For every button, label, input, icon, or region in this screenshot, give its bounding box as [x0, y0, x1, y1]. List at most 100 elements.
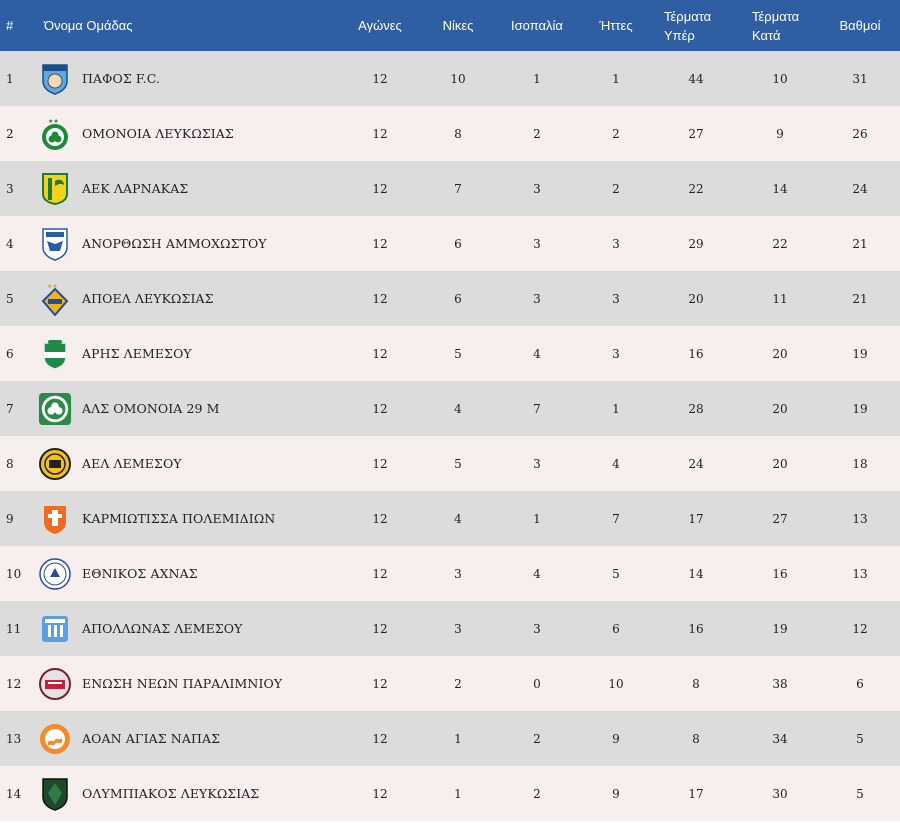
goals-for-cell: 20 — [688, 291, 704, 306]
goals-for-cell: 29 — [688, 236, 704, 251]
aris-crest-icon — [38, 337, 72, 371]
table-row[interactable]: 7 ΑΛΣ ΟΜΟΝΟΙΑ 29 Μ 12 4 7 1 28 20 19 — [0, 381, 900, 436]
team-cell[interactable]: ΕΘΝΙΚΟΣ ΑΧΝΑΣ — [38, 546, 338, 601]
team-cell[interactable]: ΑΕΛ ΛΕΜΕΣΟΥ — [38, 436, 338, 491]
points-cell: 13 — [852, 511, 868, 526]
team-cell[interactable]: ΑΡΗΣ ΛΕΜΕΣΟΥ — [38, 326, 338, 381]
table-row[interactable]: 2 ★★ ΟΜΟΝΟΙΑ ΛΕΥΚΩΣΙΑΣ 12 8 2 2 27 9 26 — [0, 106, 900, 161]
draws-cell: 2 — [533, 786, 541, 801]
points-cell: 18 — [852, 456, 868, 471]
team-name[interactable]: ΟΛΥΜΠΙΑΚΟΣ ΛΕΥΚΩΣΙΑΣ — [82, 786, 260, 801]
points-cell: 21 — [852, 236, 868, 251]
col-header-wins[interactable]: Νίκες — [422, 0, 494, 51]
svg-text:★★: ★★ — [48, 118, 59, 125]
team-cell[interactable]: ΑΕΚ ΛΑΡΝΑΚΑΣ — [38, 161, 338, 216]
goals-for-cell: 14 — [688, 566, 704, 581]
team-name[interactable]: ΕΝΩΣΗ ΝΕΩΝ ΠΑΡΑΛΙΜΝΙΟΥ — [82, 676, 283, 691]
table-row[interactable]: 12 ΕΝΩΣΗ ΝΕΩΝ ΠΑΡΑΛΙΜΝΙΟΥ 12 2 0 10 8 38 6 — [0, 656, 900, 711]
losses-cell: 9 — [612, 786, 620, 801]
points-cell: 26 — [852, 126, 868, 141]
position-cell: 7 — [6, 401, 14, 416]
aek-crest-icon — [38, 172, 72, 206]
played-cell: 12 — [372, 511, 388, 526]
goals-against-cell: 20 — [772, 401, 788, 416]
table-row[interactable]: 9 ΚΑΡΜΙΩΤΙΣΣΑ ΠΟΛΕΜΙΔΙΩΝ 12 4 1 7 17 27 13 — [0, 491, 900, 546]
goals-for-cell: 16 — [688, 346, 704, 361]
draws-cell: 3 — [533, 621, 541, 636]
enp-crest-icon — [38, 667, 72, 701]
goals-against-cell: 30 — [772, 786, 788, 801]
table-row[interactable]: 3 ΑΕΚ ΛΑΡΝΑΚΑΣ 12 7 3 2 22 14 24 — [0, 161, 900, 216]
team-cell[interactable]: ★★ ΑΠΟΕΛ ΛΕΥΚΩΣΙΑΣ — [38, 271, 338, 326]
col-header-team[interactable]: Όνομα Ομάδας — [38, 0, 338, 51]
col-header-points[interactable]: Βαθμοί — [820, 0, 900, 51]
goals-for-cell: 22 — [688, 181, 704, 196]
draws-cell: 2 — [533, 731, 541, 746]
table-row[interactable]: 14 ΟΛΥΜΠΙΑΚΟΣ ΛΕΥΚΩΣΙΑΣ 12 1 2 9 17 30 5 — [0, 766, 900, 821]
goals-for-cell: 17 — [688, 511, 704, 526]
team-cell[interactable]: ΑΝΟΡΘΩΣΗ ΑΜΜΟΧΩΣΤΟΥ — [38, 216, 338, 271]
team-cell[interactable]: ΠΑΦΟΣ F.C. — [38, 51, 338, 106]
col-header-played[interactable]: Αγώνες — [338, 0, 422, 51]
team-name[interactable]: ΑΠΟΛΛΩΝΑΣ ΛΕΜΕΣΟΥ — [82, 621, 243, 636]
goals-against-cell: 20 — [772, 456, 788, 471]
wins-cell: 7 — [454, 181, 462, 196]
team-name[interactable]: ΑΟΑΝ ΑΓΙΑΣ ΝΑΠΑΣ — [82, 731, 221, 746]
pafos-crest-icon — [38, 62, 72, 96]
goals-for-cell: 44 — [688, 71, 704, 86]
position-cell: 8 — [6, 456, 14, 471]
played-cell: 12 — [372, 291, 388, 306]
table-row[interactable]: 13 ΑΟΑΝ ΑΓΙΑΣ ΝΑΠΑΣ 12 1 2 9 8 34 5 — [0, 711, 900, 766]
points-cell: 13 — [852, 566, 868, 581]
team-name[interactable]: ΑΕΚ ΛΑΡΝΑΚΑΣ — [82, 181, 189, 196]
team-name[interactable]: ΟΜΟΝΟΙΑ ΛΕΥΚΩΣΙΑΣ — [82, 126, 234, 141]
losses-cell: 2 — [612, 181, 620, 196]
header-row: # Όνομα Ομάδας Αγώνες Νίκες Ισοπαλία Ήττ… — [0, 0, 900, 51]
table-row[interactable]: 11 ΑΠΟΛΛΩΝΑΣ ΛΕΜΕΣΟΥ 12 3 3 6 16 19 12 — [0, 601, 900, 656]
table-row[interactable]: 8 ΑΕΛ ΛΕΜΕΣΟΥ 12 5 3 4 24 20 18 — [0, 436, 900, 491]
team-name[interactable]: ΑΛΣ ΟΜΟΝΟΙΑ 29 Μ — [82, 401, 220, 416]
team-name[interactable]: ΕΘΝΙΚΟΣ ΑΧΝΑΣ — [82, 566, 198, 581]
goals-against-cell: 11 — [772, 291, 788, 306]
team-cell[interactable]: ★★ ΟΜΟΝΟΙΑ ΛΕΥΚΩΣΙΑΣ — [38, 106, 338, 161]
col-header-goals-against[interactable]: Τέρματα Κατά — [740, 0, 820, 51]
losses-cell: 6 — [612, 621, 620, 636]
team-cell[interactable]: ΑΟΑΝ ΑΓΙΑΣ ΝΑΠΑΣ — [38, 711, 338, 766]
col-header-goals-for[interactable]: Τέρματα Υπέρ — [652, 0, 740, 51]
draws-cell: 0 — [533, 676, 541, 691]
draws-cell: 4 — [533, 566, 541, 581]
team-name[interactable]: ΑΝΟΡΘΩΣΗ ΑΜΜΟΧΩΣΤΟΥ — [82, 236, 267, 251]
draws-cell: 3 — [533, 291, 541, 306]
table-row[interactable]: 1 ΠΑΦΟΣ F.C. 12 10 1 1 44 10 31 — [0, 51, 900, 106]
col-header-draws[interactable]: Ισοπαλία — [494, 0, 580, 51]
team-name[interactable]: ΠΑΦΟΣ F.C. — [82, 71, 161, 86]
goals-for-line2: Υπέρ — [664, 27, 695, 43]
goals-against-cell: 27 — [772, 511, 788, 526]
anorthosis-crest-icon — [38, 227, 72, 261]
goals-against-cell: 38 — [772, 676, 788, 691]
team-name[interactable]: ΚΑΡΜΙΩΤΙΣΣΑ ΠΟΛΕΜΙΔΙΩΝ — [82, 511, 276, 526]
team-cell[interactable]: ΕΝΩΣΗ ΝΕΩΝ ΠΑΡΑΛΙΜΝΙΟΥ — [38, 656, 338, 711]
points-cell: 5 — [856, 731, 864, 746]
col-header-position[interactable]: # — [0, 0, 38, 51]
table-row[interactable]: 5 ★★ ΑΠΟΕΛ ΛΕΥΚΩΣΙΑΣ 12 6 3 3 20 11 21 — [0, 271, 900, 326]
played-cell: 12 — [372, 786, 388, 801]
goals-against-cell: 9 — [776, 126, 784, 141]
table-row[interactable]: 4 ΑΝΟΡΘΩΣΗ ΑΜΜΟΧΩΣΤΟΥ 12 6 3 3 29 22 21 — [0, 216, 900, 271]
draws-cell: 2 — [533, 126, 541, 141]
team-name[interactable]: ΑΕΛ ΛΕΜΕΣΟΥ — [82, 456, 182, 471]
team-cell[interactable]: ΑΛΣ ΟΜΟΝΟΙΑ 29 Μ — [38, 381, 338, 436]
goals-for-cell: 28 — [688, 401, 704, 416]
team-cell[interactable]: ΑΠΟΛΛΩΝΑΣ ΛΕΜΕΣΟΥ — [38, 601, 338, 656]
table-row[interactable]: 10 ΕΘΝΙΚΟΣ ΑΧΝΑΣ 12 3 4 5 14 16 13 — [0, 546, 900, 601]
table-row[interactable]: 6 ΑΡΗΣ ΛΕΜΕΣΟΥ 12 5 4 3 16 20 19 — [0, 326, 900, 381]
col-header-losses[interactable]: Ήττες — [580, 0, 652, 51]
team-cell[interactable]: ΟΛΥΜΠΙΑΚΟΣ ΛΕΥΚΩΣΙΑΣ — [38, 766, 338, 821]
team-name[interactable]: ΑΠΟΕΛ ΛΕΥΚΩΣΙΑΣ — [82, 291, 214, 306]
team-cell[interactable]: ΚΑΡΜΙΩΤΙΣΣΑ ΠΟΛΕΜΙΔΙΩΝ — [38, 491, 338, 546]
position-cell: 3 — [6, 181, 14, 196]
team-name[interactable]: ΑΡΗΣ ΛΕΜΕΣΟΥ — [82, 346, 192, 361]
losses-cell: 10 — [608, 676, 624, 691]
wins-cell: 2 — [454, 676, 462, 691]
